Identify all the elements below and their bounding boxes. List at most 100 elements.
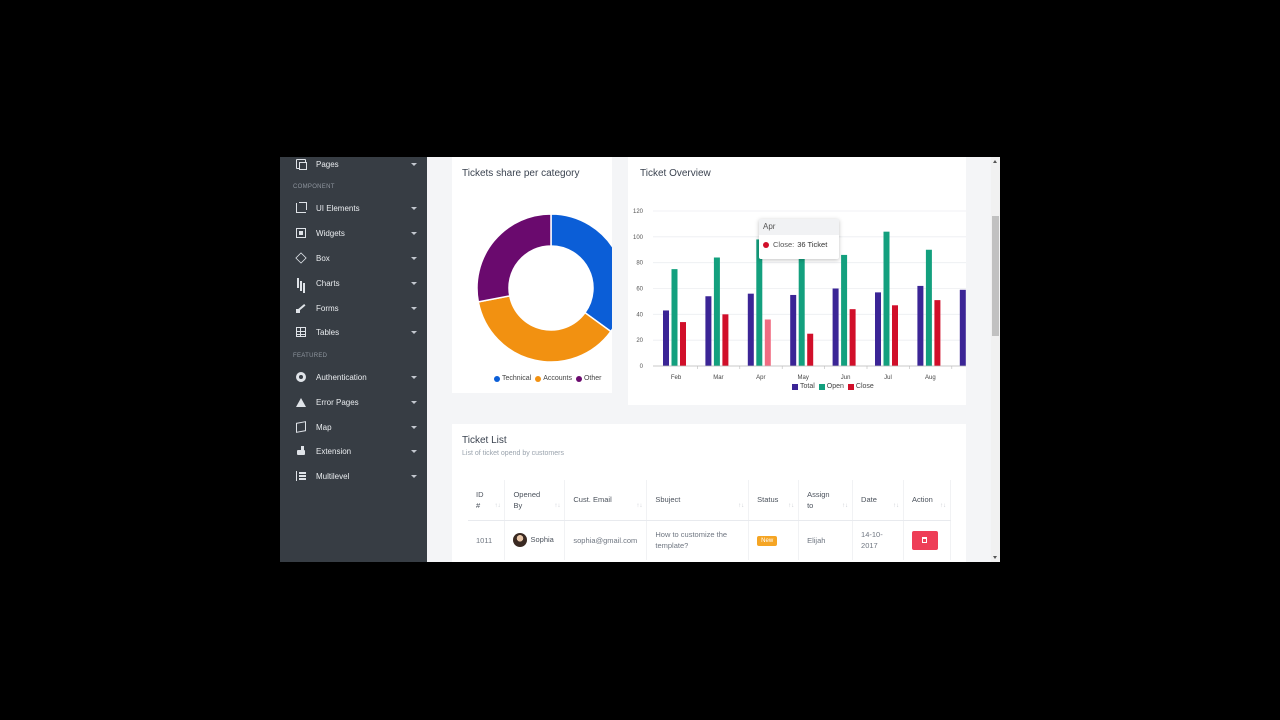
ticket-table: ID # ↑↓ Opened By ↑↓ Cust. Email ↑↓ Sbuject ↑↓… [468, 480, 952, 560]
sidebar-item-pages[interactable]: Pages [280, 157, 427, 176]
y-tick-label: 80 [636, 261, 643, 267]
legend-item-open[interactable]: Open [818, 383, 844, 390]
scroll-up-arrow-icon[interactable] [993, 160, 997, 163]
donut-card-title: Tickets share per category [462, 168, 580, 179]
cell-id: 1011 [468, 520, 506, 560]
app-window: Pages COMPONENT UI Elements Widgets Box … [280, 157, 1000, 562]
column-header-status[interactable]: Status ↑↓ [748, 480, 800, 521]
bar-close-jul[interactable] [892, 305, 898, 366]
legend-item-total[interactable]: Total [792, 383, 815, 390]
bar-close-apr[interactable] [764, 319, 771, 367]
main-content: Tickets share per category Technical Acc… [427, 157, 1000, 562]
legend-marker [847, 383, 854, 390]
column-header-line: Cust. Email [573, 495, 612, 505]
x-tick-label: Jun [841, 375, 851, 381]
gear-icon [296, 372, 306, 382]
chevron-down-icon [411, 449, 417, 453]
tooltip-value: 36 Ticket [797, 240, 828, 249]
legend-marker [535, 375, 542, 382]
legend-label: Total [800, 383, 815, 390]
crop-icon [296, 202, 307, 213]
x-tick-label: Mar [713, 375, 723, 381]
legend-label: Open [826, 383, 844, 390]
bar-open-feb[interactable] [671, 269, 678, 366]
delete-button[interactable] [911, 530, 938, 550]
legend-item-technical[interactable]: Technical [494, 375, 531, 382]
legend-item-close[interactable]: Close [847, 383, 874, 390]
ticket-list-subtitle: List of ticket opend by customers [462, 450, 564, 457]
column-header-opened-by[interactable]: Opened By ↑↓ [504, 480, 566, 521]
sidebar-item-extension[interactable]: Extension [280, 439, 427, 463]
bar-total-mar[interactable] [705, 296, 712, 366]
scroll-thumb[interactable] [992, 216, 999, 336]
chevron-down-icon [411, 231, 417, 235]
bar-total-feb[interactable] [663, 310, 669, 366]
cell-email: sophia@gmail.com [564, 520, 648, 560]
trash-icon [922, 537, 928, 544]
bar-close-aug[interactable] [934, 300, 941, 366]
sort-icon: ↑↓ [788, 502, 795, 509]
bar-open-jul[interactable] [883, 231, 890, 366]
widgets-icon [296, 228, 306, 238]
column-header-subject[interactable]: Sbuject ↑↓ [646, 480, 750, 521]
avatar [513, 533, 528, 548]
legend-item-accounts[interactable]: Accounts [535, 375, 572, 382]
column-header-line: By [513, 500, 523, 510]
sidebar-item-ui-elements[interactable]: UI Elements [280, 196, 427, 220]
donut-slice-other[interactable] [476, 213, 552, 303]
table-row: 1011 Sophia sophia@gmail.com How to cust… [468, 520, 952, 560]
x-tick-label: Apr [756, 375, 765, 381]
column-header-id[interactable]: ID # ↑↓ [468, 480, 506, 521]
sidebar-item-charts[interactable]: Charts [280, 271, 427, 295]
column-header-line: Opened [513, 489, 541, 499]
bar-total-sep[interactable] [959, 289, 966, 366]
sidebar-item-widgets[interactable]: Widgets [280, 221, 427, 245]
scroll-down-arrow-icon[interactable] [993, 556, 997, 559]
bar-open-mar[interactable] [713, 257, 720, 367]
bar-open-aug[interactable] [925, 249, 932, 366]
bar-total-aug[interactable] [917, 285, 924, 366]
legend-item-other[interactable]: Other [575, 375, 602, 382]
status-badge: New [757, 535, 778, 546]
bar-total-may[interactable] [790, 294, 797, 366]
sidebar-item-box[interactable]: Box [280, 246, 427, 270]
sidebar-item-authentication[interactable]: Authentication [280, 365, 427, 389]
y-tick-label: 120 [633, 209, 644, 215]
column-header-assign-to[interactable]: Assign to ↑↓ [798, 480, 854, 521]
sidebar-item-label: Box [316, 253, 330, 263]
column-header-action[interactable]: Action ↑↓ [903, 480, 952, 521]
donut-slice-accounts[interactable] [477, 294, 612, 363]
tooltip-marker [763, 241, 769, 248]
donut-slice-technical[interactable] [550, 213, 612, 333]
bar-close-mar[interactable] [722, 314, 729, 366]
x-tick-label: May [798, 375, 809, 381]
bar-total-jun[interactable] [832, 288, 839, 367]
chevron-down-icon [411, 281, 417, 285]
sidebar-item-label: Multilevel [316, 471, 350, 481]
bar-close-may[interactable] [807, 333, 814, 366]
bar-open-apr[interactable] [756, 239, 763, 366]
bar-open-jun[interactable] [841, 254, 848, 366]
chart-tooltip: Apr Close: 36 Ticket [759, 219, 839, 259]
column-header-date[interactable]: Date ↑↓ [852, 480, 904, 521]
sidebar-item-multilevel[interactable]: Multilevel [280, 464, 427, 488]
column-header-line: Date [861, 495, 877, 505]
sidebar-item-label: Pages [316, 159, 339, 169]
column-header-email[interactable]: Cust. Email ↑↓ [564, 480, 648, 521]
page-scrollbar[interactable] [991, 157, 1000, 562]
bar-open-may[interactable] [798, 257, 805, 367]
sidebar-item-error-pages[interactable]: Error Pages [280, 390, 427, 414]
sidebar-item-label: Map [316, 422, 332, 432]
bar-total-apr[interactable] [747, 293, 754, 366]
sidebar-item-tables[interactable]: Tables [280, 320, 427, 344]
bar-close-jun[interactable] [849, 309, 856, 366]
legend-marker [792, 383, 798, 390]
sidebar-item-map[interactable]: Map [280, 415, 427, 439]
chevron-down-icon [411, 425, 417, 429]
sidebar-item-label: UI Elements [316, 203, 360, 213]
bar-total-jul[interactable] [875, 292, 881, 366]
cell-date: 14-10- 2017 [852, 520, 904, 560]
sidebar-item-forms[interactable]: Forms [280, 296, 427, 320]
ticket-list-card: Ticket List List of ticket opend by cust… [452, 424, 966, 562]
bar-close-feb[interactable] [680, 322, 686, 366]
